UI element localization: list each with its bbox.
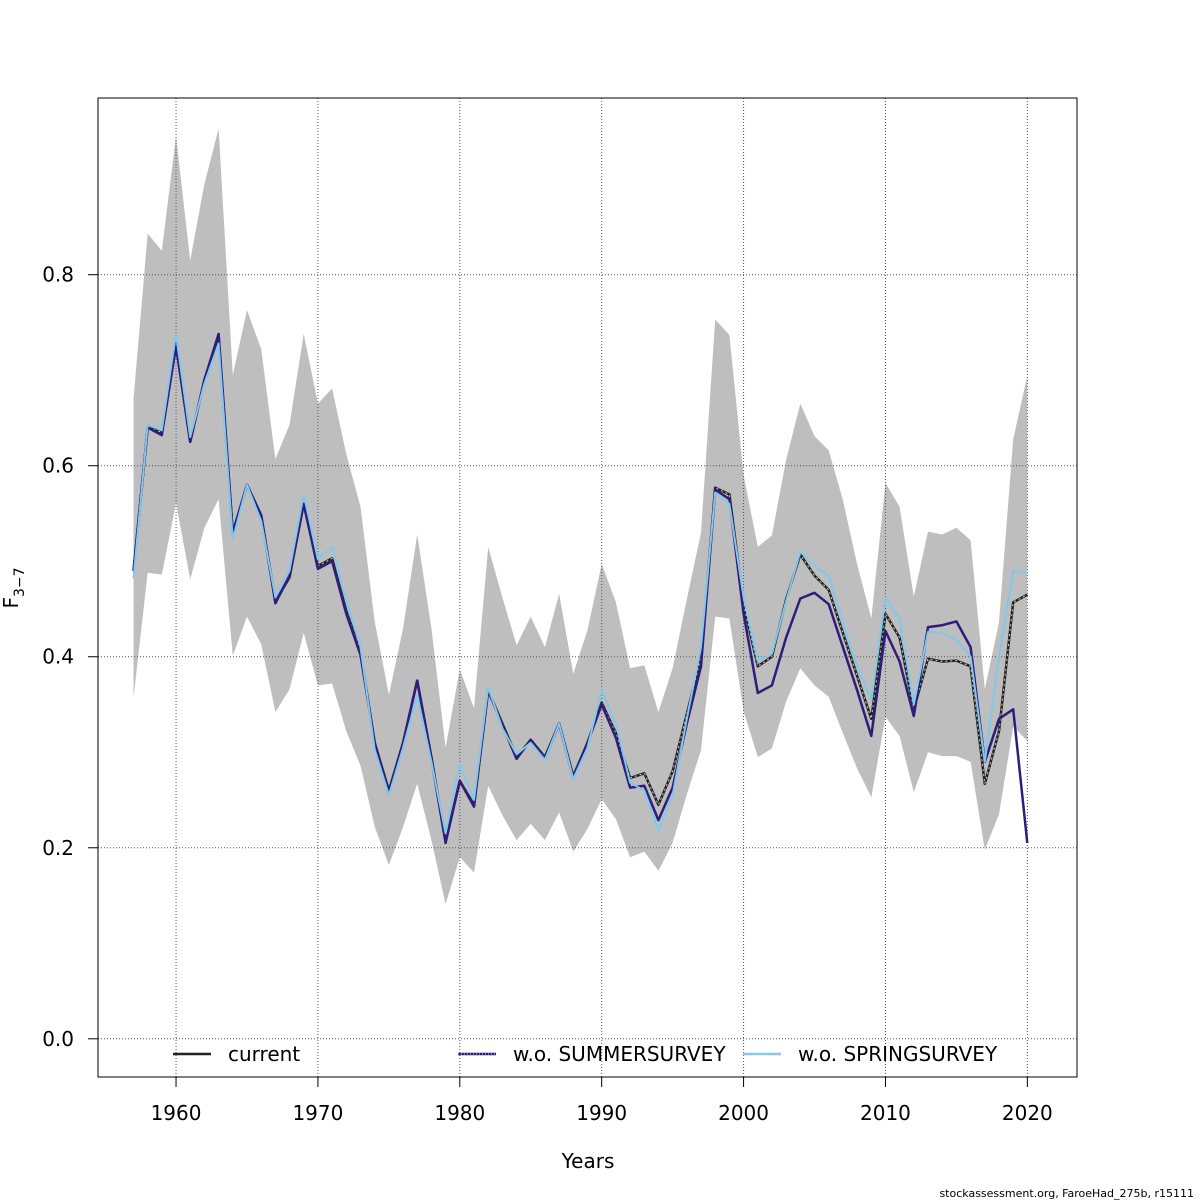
x-tick-label-1960: 1960 <box>151 1101 202 1125</box>
y-axis-title: F3−7 <box>0 567 28 608</box>
y-tick-label-2: 0.4 <box>42 645 74 669</box>
y-axis: 0.0 0.2 0.4 0.6 0.8 <box>42 263 99 1051</box>
series-layer <box>132 332 1029 845</box>
legend-label-0: current <box>228 1042 300 1066</box>
legend-label-2: w.o. SPRINGSURVEY <box>798 1042 998 1066</box>
x-tick-label-2020: 2020 <box>1002 1101 1053 1125</box>
confidence-band-layer <box>133 128 1028 905</box>
y-tick-label-0: 0.0 <box>42 1027 74 1051</box>
x-tick-label-1980: 1980 <box>434 1101 485 1125</box>
x-tick-label-2000: 2000 <box>718 1101 769 1125</box>
series-line-2 <box>132 332 1028 835</box>
x-tick-label-1990: 1990 <box>576 1101 627 1125</box>
svg-text:F3−7: F3−7 <box>0 567 28 608</box>
y-tick-label-3: 0.6 <box>42 454 74 478</box>
credit-text: stockassessment.org, FaroeHad_275b, r151… <box>939 1187 1194 1200</box>
grid-layer <box>98 98 1077 1077</box>
confidence-band <box>133 128 1028 905</box>
x-tick-label-2010: 2010 <box>860 1101 911 1125</box>
y-axis-title-main: F <box>0 597 23 609</box>
series-line-0-dots <box>133 336 1028 842</box>
y-tick-label-1: 0.2 <box>42 836 74 860</box>
y-tick-label-4: 0.8 <box>42 263 74 287</box>
x-tick-label-1970: 1970 <box>292 1101 343 1125</box>
legend: current w.o. SUMMERSURVEY w.o. SPRINGSURVE… <box>173 1042 998 1066</box>
y-axis-title-sub: 3−7 <box>12 567 28 597</box>
legend-label-1: w.o. SUMMERSURVEY <box>513 1042 726 1066</box>
x-axis: 1960 1970 1980 1990 2000 2010 2020 <box>151 1076 1053 1125</box>
x-axis-title: Years <box>561 1149 615 1173</box>
series-line-1 <box>132 332 1029 845</box>
